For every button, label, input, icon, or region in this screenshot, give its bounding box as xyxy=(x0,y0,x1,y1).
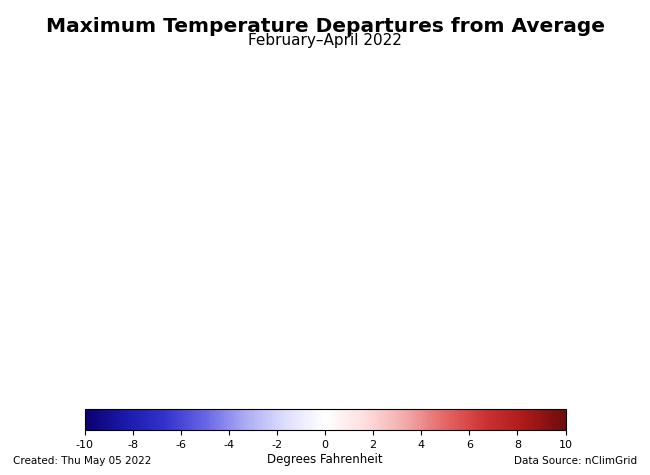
Text: Maximum Temperature Departures from Average: Maximum Temperature Departures from Aver… xyxy=(46,17,605,36)
Text: Data Source: nClimGrid: Data Source: nClimGrid xyxy=(514,456,637,466)
Text: February–April 2022: February–April 2022 xyxy=(248,33,402,48)
Text: Degrees Fahrenheit: Degrees Fahrenheit xyxy=(267,453,383,465)
Text: [US Temperature Anomaly Map]
(cartopy not available): [US Temperature Anomaly Map] (cartopy no… xyxy=(192,206,458,245)
Text: Created: Thu May 05 2022: Created: Thu May 05 2022 xyxy=(13,456,151,466)
